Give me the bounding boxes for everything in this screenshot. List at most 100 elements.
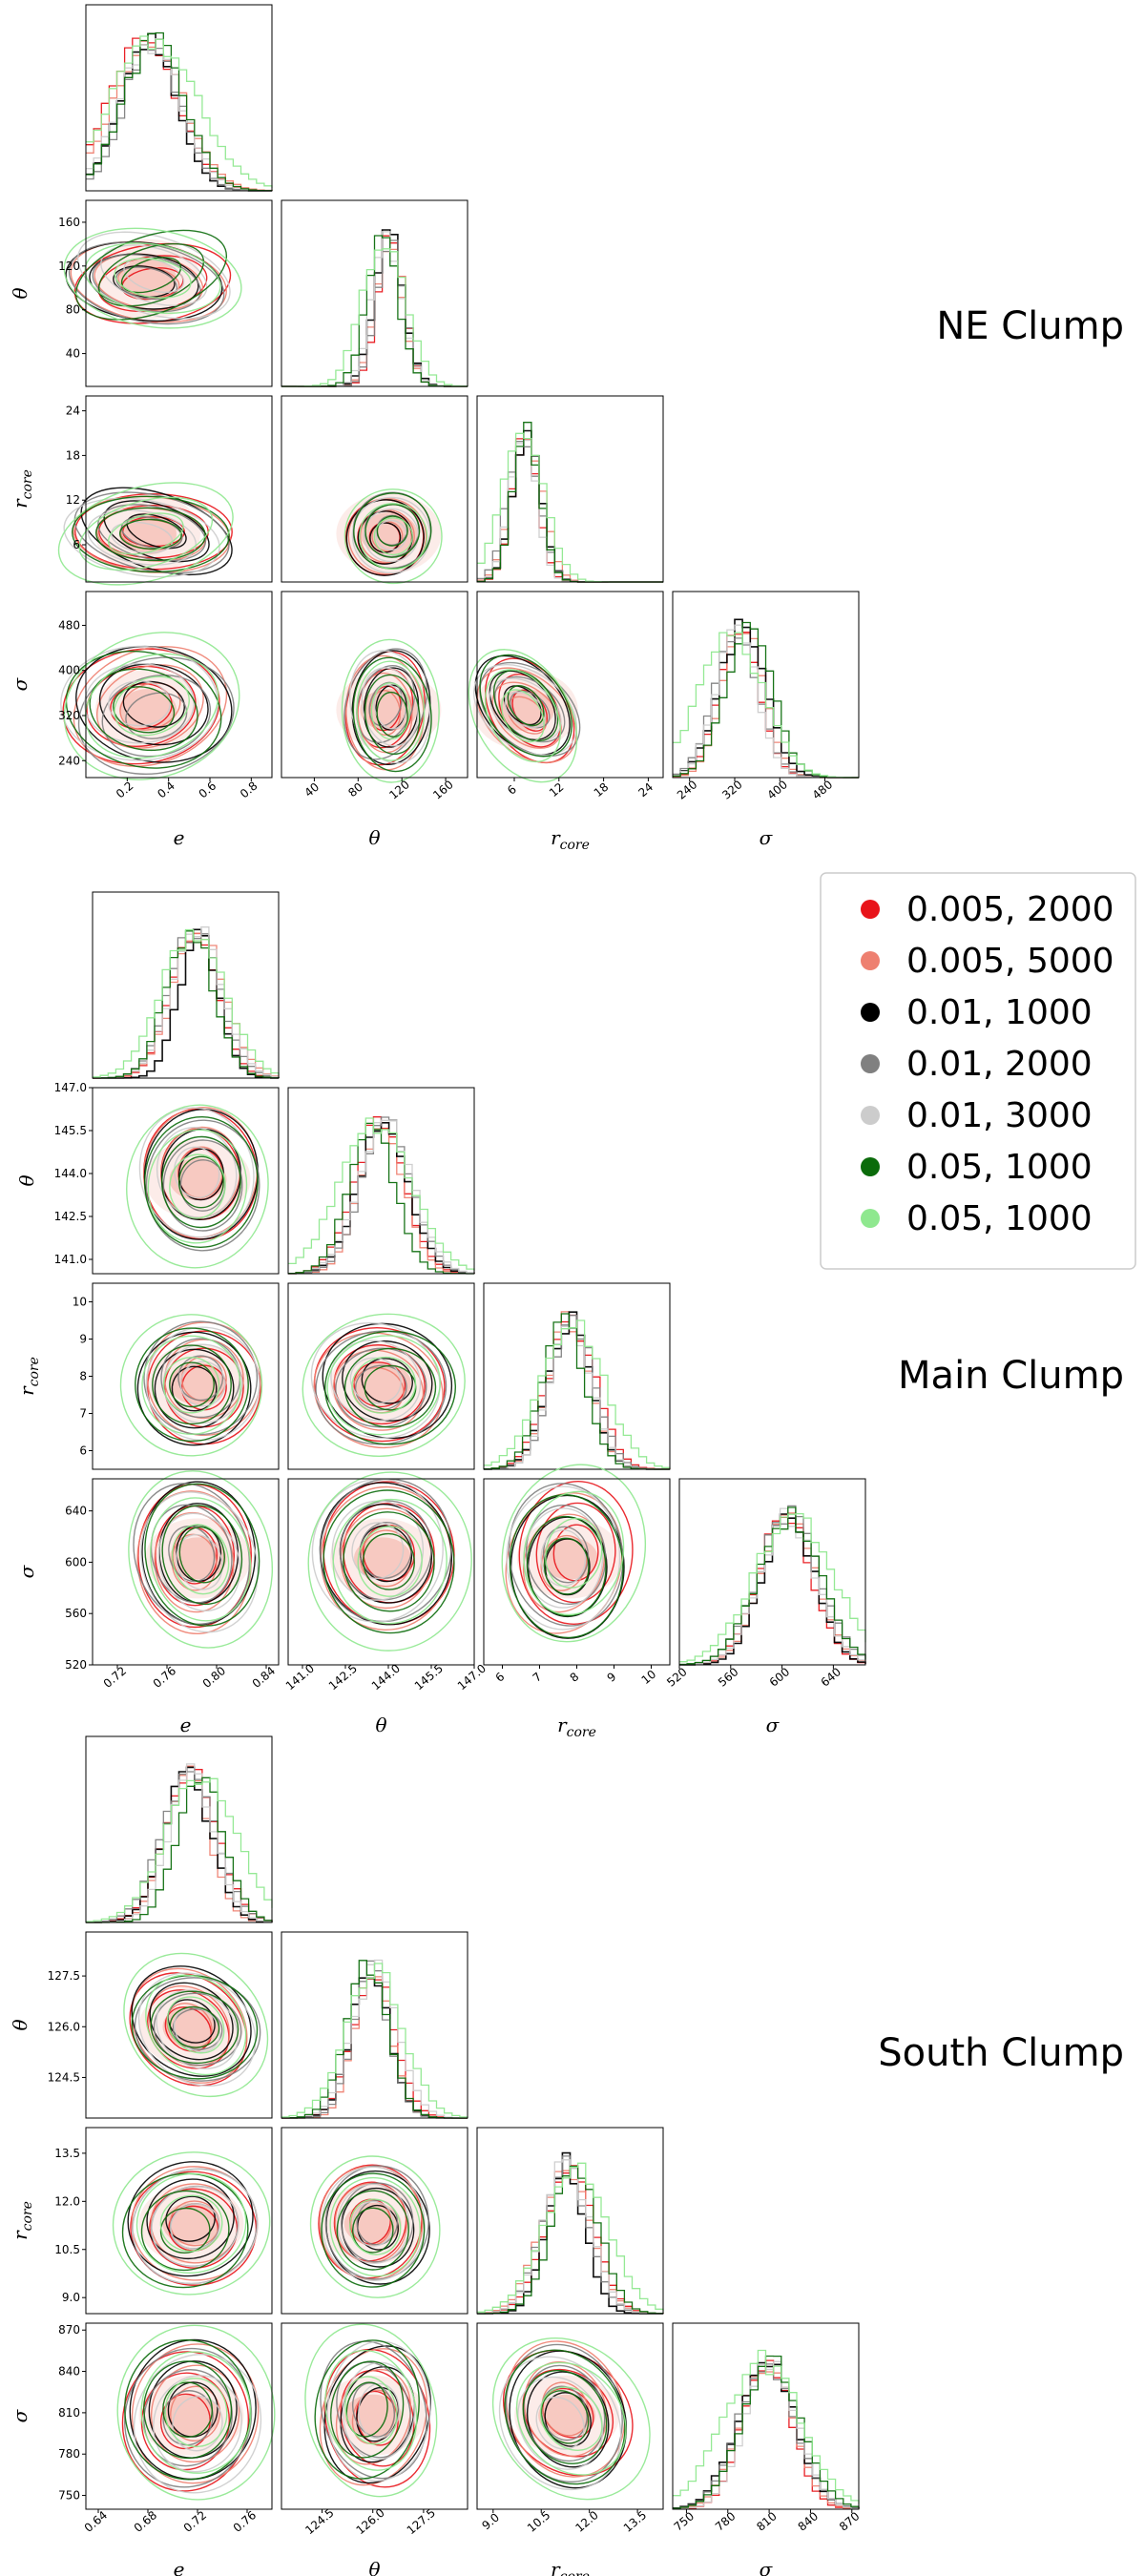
- subplot-θ-θ: [287, 1087, 475, 1275]
- contour-series-3-level-1: [341, 2182, 414, 2263]
- legend-label: 0.05, 1000: [906, 1148, 1093, 1187]
- contour-series-5-level-2: [135, 1327, 249, 1443]
- contour-series-5-level-1: [150, 1990, 239, 2065]
- x-tick-label: 0.6: [197, 779, 219, 800]
- x-axis-label: σ: [766, 1714, 781, 1736]
- contour-series-3-level-0: [359, 1522, 412, 1579]
- contour-series-6-level-2: [491, 2337, 651, 2501]
- histogram-series-2: [281, 1977, 468, 2119]
- contour-series-0-level-2: [129, 1972, 248, 2087]
- contour-series-3-level-2: [324, 2165, 429, 2280]
- clump-title: South Clump: [878, 2031, 1124, 2075]
- x-tick-label: 0.68: [132, 2508, 159, 2535]
- contour-series-6-level-1: [140, 2351, 252, 2474]
- contour-series-4-level-2: [145, 1326, 260, 1442]
- axes-frame: [672, 591, 860, 779]
- histogram-series-6: [281, 248, 468, 387]
- legend-label: 0.01, 3000: [906, 1096, 1093, 1135]
- subplot-r-θ: [281, 395, 468, 585]
- contour-series-0-level-0: [552, 1524, 599, 1582]
- density-core: [119, 512, 177, 555]
- axes-frame: [672, 2322, 860, 2510]
- contour-series-6-level-2: [341, 638, 440, 783]
- subplot-e-e: [85, 4, 273, 192]
- contour-series-5-level-1: [152, 1344, 232, 1425]
- subplot-σ-σ: 240 320 400 480 σ: [672, 591, 860, 849]
- contour-series-6-level-0: [357, 1526, 423, 1597]
- contour-series-2-level-0: [369, 522, 402, 553]
- contour-series-4-level-1: [489, 677, 562, 742]
- contour-series-2-level-0: [122, 680, 185, 728]
- x-axis-label-main: θ: [368, 2558, 380, 2576]
- contour-series-3-level-1: [143, 2369, 233, 2467]
- histogram-series-1: [477, 439, 663, 583]
- x-tick-label: 0.76: [231, 2508, 259, 2535]
- y-tick-label: 120: [58, 260, 80, 273]
- contour-series-4-level-2: [506, 1485, 621, 1631]
- x-axis-label: θ: [375, 1714, 386, 1736]
- contour-series-5-level-1: [364, 504, 421, 558]
- contour-series-4-level-2: [310, 1321, 441, 1440]
- axes-frame: [85, 1735, 273, 1923]
- x-tick-label: 147.0: [455, 1662, 489, 1693]
- contour-series-4-level-0: [176, 1533, 223, 1590]
- subplot-σ-θ: 141.0 142.5 144.0 145.5 147.0 θ: [283, 1471, 489, 1736]
- contour-series-1-level-2: [505, 2340, 626, 2478]
- y-tick-label: 40: [66, 347, 80, 361]
- contour-series-5-level-2: [323, 1489, 455, 1634]
- histogram-series-6: [288, 1117, 475, 1271]
- contour-series-1-level-1: [154, 1511, 235, 1613]
- x-tick-label: 142.5: [326, 1662, 360, 1693]
- subplot-σ-e: 0.64 0.68 0.72 0.76 e 750 780 810 840 870 σ: [9, 2322, 276, 2576]
- histogram-series-4: [86, 37, 273, 192]
- axes-frame: [281, 591, 468, 779]
- density-core: [169, 1362, 227, 1405]
- x-axis-label-main: e: [180, 1714, 192, 1736]
- contour-series-6-level-1: [515, 2361, 627, 2476]
- x-tick-label: 24: [635, 780, 656, 800]
- x-tick-label: 780: [713, 2509, 739, 2533]
- histogram-series-6: [484, 1319, 671, 1469]
- legend-label: 0.01, 2000: [906, 1045, 1093, 1084]
- x-tick-label: 141.0: [283, 1662, 317, 1693]
- axes-frame: [476, 591, 664, 779]
- contour-series-6-level-1: [84, 242, 221, 314]
- y-axis-label-main: r: [9, 498, 31, 509]
- contour-series-6-level-0: [169, 1153, 226, 1219]
- contour-series-1-level-1: [491, 681, 562, 749]
- contour-series-5-level-0: [169, 1361, 215, 1408]
- contour-series-5-level-0: [159, 2207, 211, 2254]
- contour-series-6-level-0: [114, 258, 192, 299]
- contour-series-4-level-1: [153, 2375, 242, 2473]
- contour-series-6-level-1: [78, 496, 214, 571]
- contour-series-5-level-1: [330, 2360, 405, 2459]
- x-axis-label: rcore: [551, 2558, 590, 2576]
- contour-series-6-level-1: [326, 1335, 441, 1436]
- contour-series-4-level-0: [535, 2396, 585, 2450]
- y-tick-label: 480: [58, 618, 80, 632]
- contour-series-6-level-1: [523, 1490, 625, 1616]
- contour-series-3-level-1: [153, 1992, 242, 2067]
- contour-series-6-level-0: [349, 2198, 402, 2255]
- y-axis-label: θ: [9, 287, 31, 299]
- x-tick-label: 600: [767, 1665, 793, 1689]
- y-axis-label-main: σ: [9, 676, 31, 691]
- contour-series-5-level-0: [507, 685, 545, 727]
- contour-series-1-level-0: [181, 1356, 227, 1402]
- y-tick-label: 6: [73, 538, 80, 551]
- x-tick-label: 120: [386, 778, 412, 801]
- contour-series-6-level-0: [351, 1356, 417, 1414]
- x-tick-label: 9: [605, 1670, 619, 1685]
- contour-series-5-level-0: [113, 686, 176, 734]
- contour-series-6-level-2: [57, 482, 234, 586]
- contour-series-5-level-2: [314, 2339, 420, 2480]
- legend-marker: [861, 1003, 880, 1022]
- contour-series-6-level-2: [119, 1314, 263, 1457]
- y-axis-label: rcore: [9, 469, 35, 509]
- x-tick-label: 144.0: [369, 1662, 403, 1693]
- subplot-θ-θ: [281, 199, 468, 387]
- contour-series-5-level-0: [543, 1537, 590, 1595]
- contour-series-2-level-1: [89, 253, 199, 310]
